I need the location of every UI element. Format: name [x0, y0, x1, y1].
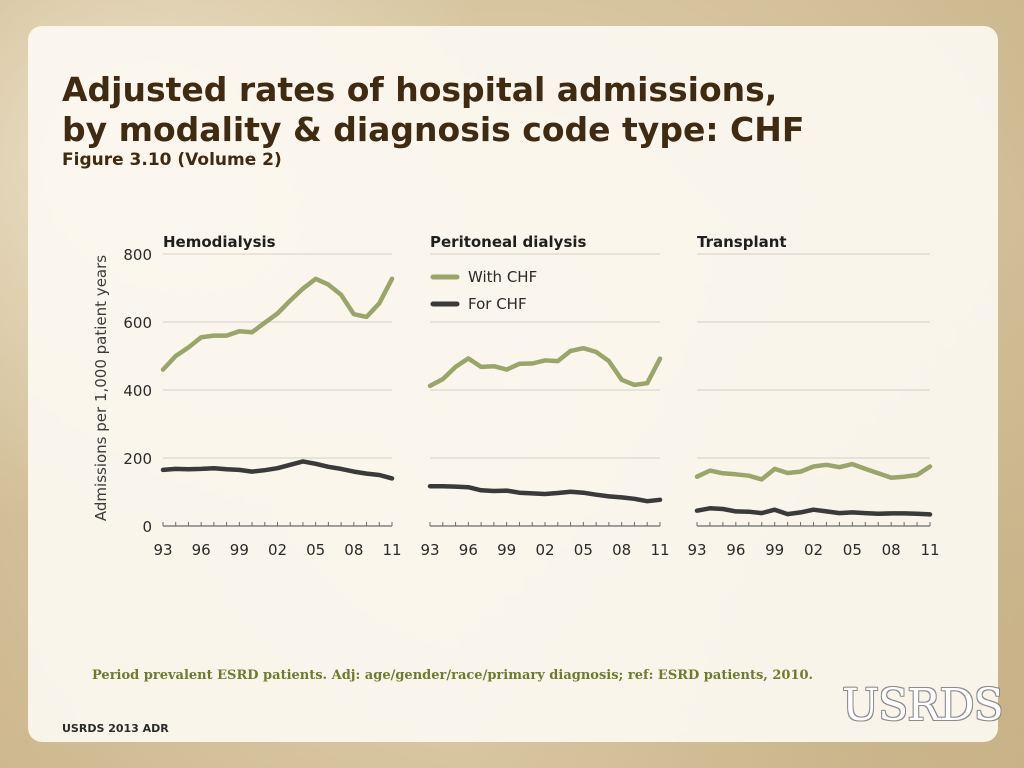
- x-tick-label: 08: [612, 541, 631, 559]
- y-tick-label: 800: [123, 246, 152, 264]
- slide-title: Adjusted rates of hospital admissions, b…: [62, 70, 804, 150]
- x-tick-label: 11: [382, 541, 401, 559]
- series-line-with-chf: [427, 345, 663, 389]
- x-tick-label: 11: [650, 541, 669, 559]
- legend-label: With CHF: [468, 268, 537, 286]
- x-tick-label: 96: [192, 541, 211, 559]
- slide-title-line2: by modality & diagnosis code type: CHF: [62, 110, 805, 149]
- x-tick-label: 96: [459, 541, 478, 559]
- x-tick-label: 08: [344, 541, 363, 559]
- x-tick-label: 99: [765, 541, 784, 559]
- x-tick-label: 08: [882, 541, 901, 559]
- x-tick-label: 99: [497, 541, 516, 559]
- panel-title: Peritoneal dialysis: [430, 233, 587, 251]
- x-tick-label: 02: [268, 541, 287, 559]
- y-tick-label: 0: [142, 518, 152, 536]
- x-tick-label: 96: [726, 541, 745, 559]
- usrds-logo: USRDS: [842, 680, 1004, 731]
- y-tick-label: 200: [123, 450, 152, 468]
- x-tick-label: 93: [153, 541, 172, 559]
- usrds-logo-text: USRDS: [842, 680, 1004, 731]
- y-tick-label: 400: [123, 382, 152, 400]
- footer-source: USRDS 2013 ADR: [62, 722, 169, 735]
- y-tick-label: 600: [123, 314, 152, 332]
- x-tick-label: 02: [804, 541, 823, 559]
- x-tick-label: 05: [574, 541, 593, 559]
- x-tick-label: 93: [687, 541, 706, 559]
- series-line-for-chf: [694, 506, 933, 517]
- panel-title: Transplant: [697, 233, 787, 251]
- y-axis-label: Admissions per 1,000 patient years: [92, 255, 110, 521]
- figure-subtitle: Figure 3.10 (Volume 2): [62, 150, 282, 170]
- x-tick-label: 02: [535, 541, 554, 559]
- series-line-with-chf: [160, 276, 395, 372]
- series-line-for-chf: [427, 483, 663, 504]
- slide-panel: [28, 26, 998, 742]
- series-line-for-chf: [160, 459, 395, 481]
- x-tick-label: 99: [230, 541, 249, 559]
- x-tick-label: 05: [843, 541, 862, 559]
- panel-title: Hemodialysis: [163, 233, 276, 251]
- x-tick-label: 93: [420, 541, 439, 559]
- x-tick-label: 05: [306, 541, 325, 559]
- legend-label: For CHF: [468, 295, 527, 313]
- x-tick-label: 11: [920, 541, 939, 559]
- slide-title-line1: Adjusted rates of hospital admissions,: [62, 70, 778, 109]
- series-line-with-chf: [694, 461, 933, 482]
- footnote: Period prevalent ESRD patients. Adj: age…: [92, 668, 814, 683]
